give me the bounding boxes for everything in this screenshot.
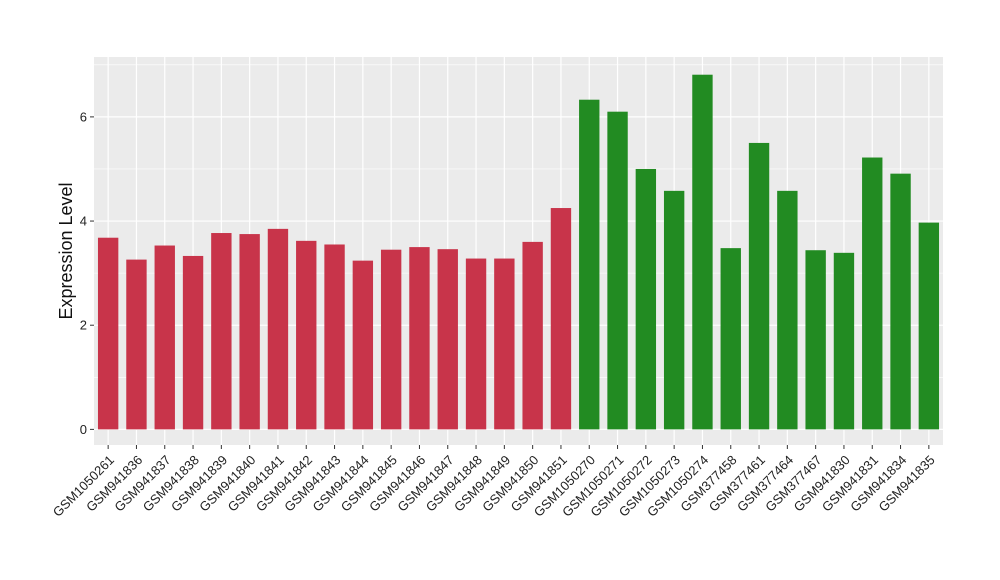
bar — [465, 258, 487, 430]
bar — [296, 240, 317, 430]
bar — [720, 248, 741, 430]
bar — [182, 255, 204, 430]
bar — [352, 260, 374, 430]
bar — [324, 244, 345, 430]
bar — [805, 250, 826, 430]
bar — [239, 234, 260, 430]
bar — [635, 168, 657, 430]
bar — [579, 99, 600, 430]
plot-panel — [94, 57, 943, 445]
y-tick-label: 4 — [80, 214, 87, 229]
y-tick-label: 6 — [80, 109, 87, 124]
y-tick-label: 0 — [80, 422, 87, 437]
x-axis: GSM1050261GSM941836GSM941837GSM941838GSM… — [50, 445, 938, 520]
bar — [918, 222, 940, 430]
bar — [380, 249, 402, 430]
bar — [211, 233, 232, 430]
bar — [862, 157, 883, 430]
bar — [409, 247, 430, 430]
y-tick-label: 2 — [80, 318, 87, 333]
bar — [494, 258, 515, 430]
bar — [748, 142, 770, 430]
y-axis-title: Expression Level — [56, 182, 76, 319]
bar — [437, 249, 458, 430]
bar — [97, 237, 119, 430]
y-axis: 0 2 4 6 — [80, 109, 94, 437]
bar — [692, 74, 713, 430]
bars-group — [97, 74, 940, 430]
bar — [522, 241, 543, 430]
bar — [126, 259, 147, 430]
grid-minor-lines — [94, 64, 943, 378]
bar — [890, 173, 911, 430]
bar — [833, 252, 855, 430]
bar — [607, 111, 628, 430]
bar — [663, 190, 685, 430]
bar — [154, 245, 175, 430]
bar — [777, 190, 798, 430]
bar — [267, 228, 289, 430]
bar — [550, 208, 572, 430]
